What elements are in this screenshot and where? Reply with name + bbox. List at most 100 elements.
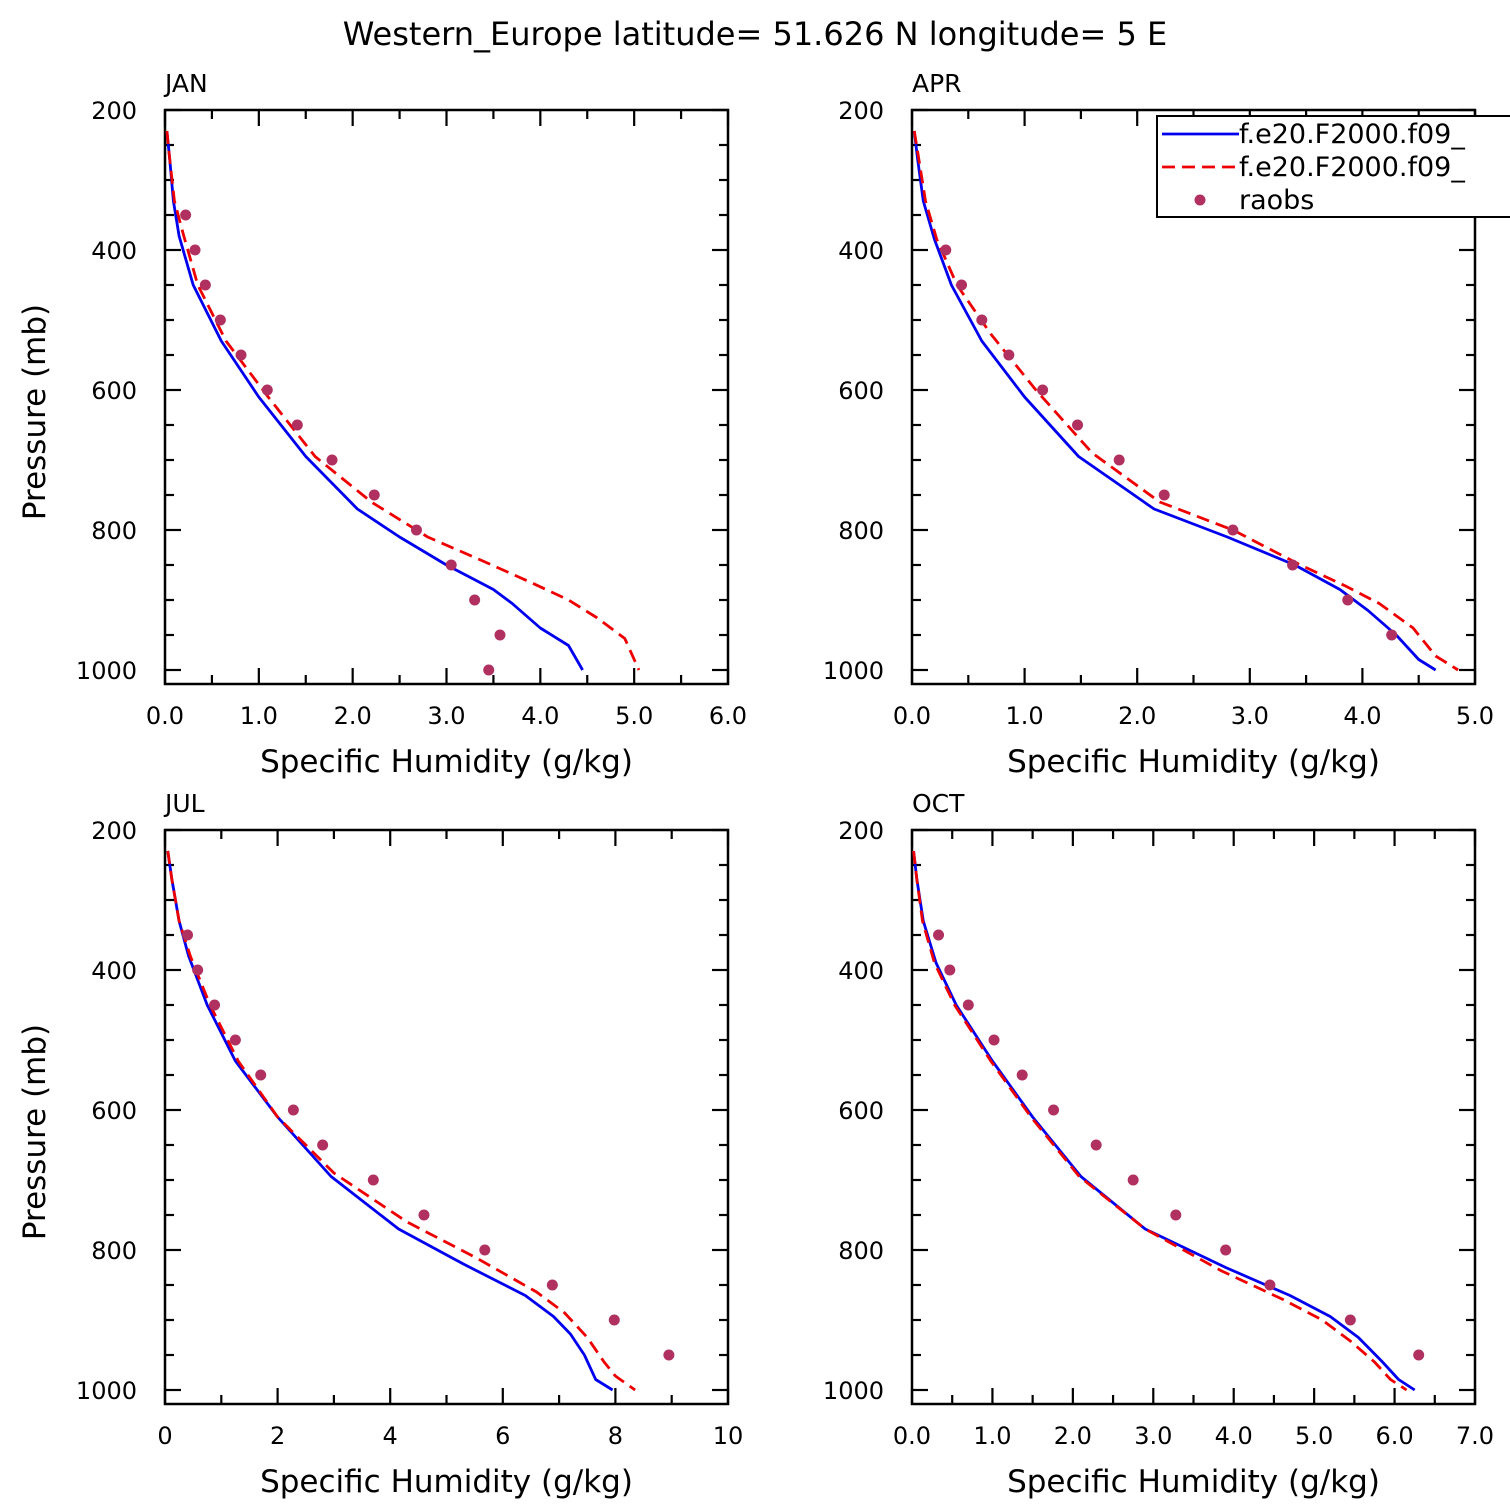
y-tick-label: 1000 [76,1377,137,1405]
panel-label: JUL [163,789,205,818]
x-axis-label: Specific Humidity (g/kg) [1007,1464,1380,1500]
y-tick-label: 600 [838,377,884,405]
x-tick-label: 4.0 [521,702,559,730]
chart-panel-jul: JUL 0 2 4 6 8 10 200 400 600 800 1000 Specific Humid… [17,789,743,1500]
x-tick-label: 4 [383,1422,398,1450]
raobs-point [1287,559,1299,571]
raobs-point [287,1104,299,1116]
plot-frame [163,828,730,1406]
raobs-point [192,964,204,976]
series-line-model-solid [912,850,1416,1392]
x-tick-label: 0.0 [146,702,184,730]
raobs-point [962,999,974,1011]
raobs-point [494,629,506,641]
y-tick-label: 200 [838,817,884,845]
raobs-point [445,559,457,571]
figure-title: Western_Europe latitude= 51.626 N longit… [343,15,1167,53]
series-raobs-markers [940,244,1398,641]
x-tick-label: 3.0 [427,702,465,730]
raobs-point [1386,629,1398,641]
series-line-model-dashed [912,130,1459,672]
x-tick-label: 3.0 [1231,702,1269,730]
raobs-point [1227,524,1239,536]
y-tick-label: 1000 [823,657,884,685]
raobs-point [410,524,422,536]
raobs-point [235,349,247,361]
raobs-point [214,314,226,326]
raobs-point [1170,1209,1182,1221]
raobs-point [1344,1314,1356,1326]
x-tick-label: 0.0 [893,702,931,730]
raobs-point [326,454,338,466]
panel-label: APR [912,69,962,98]
raobs-point [180,209,192,221]
x-axis-label: Specific Humidity (g/kg) [260,744,633,780]
raobs-point [956,279,968,291]
x-tick-label: 5.0 [615,702,653,730]
series-line-model-solid [166,850,614,1392]
raobs-point [367,1174,379,1186]
raobs-point [944,964,956,976]
raobs-point [209,999,221,1011]
raobs-point [182,929,194,941]
y-tick-label: 800 [91,1237,137,1265]
series-line-model-dashed [166,850,636,1392]
raobs-point [1220,1244,1232,1256]
y-tick-label: 400 [838,957,884,985]
raobs-point [1113,454,1125,466]
x-tick-label: 3.0 [1134,1422,1172,1450]
series-raobs-markers [180,209,506,676]
raobs-point [1090,1139,1102,1151]
raobs-point [1158,489,1170,501]
x-axis-label: Specific Humidity (g/kg) [1007,744,1380,780]
x-tick-label: 10 [713,1422,744,1450]
y-tick-label: 600 [91,1097,137,1125]
x-tick-label: 6.0 [709,702,747,730]
y-tick-label: 200 [838,97,884,125]
legend: f.e20.F2000.f09_f.e20.F2000.f09_raobs [1156,115,1510,218]
legend-entry-label: f.e20.F2000.f09_ [1239,152,1465,183]
y-tick-label: 600 [91,377,137,405]
y-tick-label: 1000 [76,657,137,685]
raobs-point [988,1034,1000,1046]
legend-entry-label: f.e20.F2000.f09_ [1239,119,1465,150]
panel-label: JAN [163,69,208,98]
x-axis-label: Specific Humidity (g/kg) [260,1464,633,1500]
raobs-point [1342,594,1354,606]
series-line-model-solid [912,130,1437,672]
series-raobs-markers [182,929,675,1361]
y-tick-label: 200 [91,817,137,845]
legend-marker-raobs [1194,194,1206,206]
x-tick-label: 2.0 [1118,702,1156,730]
raobs-point [483,664,495,676]
y-tick-label: 1000 [823,1377,884,1405]
raobs-point [1264,1279,1276,1291]
raobs-point [479,1244,491,1256]
series-line-model-solid [165,130,584,671]
legend-entry-label: raobs [1239,185,1314,216]
series-raobs-markers [933,929,1425,1361]
raobs-point [1048,1104,1060,1116]
y-axis-label: Pressure (mb) [17,304,53,520]
plot-frame [163,108,730,686]
chart-panel-oct: OCT 0.0 1.0 2.0 3.0 4.0 5.0 6.0 7.0 200 400 600 800 1… [823,789,1494,1500]
x-tick-label: 8 [608,1422,623,1450]
x-tick-label: 0 [157,1422,172,1450]
y-tick-label: 400 [91,957,137,985]
raobs-point [663,1349,675,1361]
x-tick-label: 2 [270,1422,285,1450]
y-axis-label: Pressure (mb) [17,1024,53,1240]
x-tick-label: 7.0 [1456,1422,1494,1450]
x-tick-label: 0.0 [893,1422,931,1450]
x-tick-label: 1.0 [973,1422,1011,1450]
raobs-point [1016,1069,1028,1081]
x-tick-label: 6 [495,1422,510,1450]
raobs-point [317,1139,329,1151]
raobs-point [1072,419,1084,431]
raobs-point [1037,384,1049,396]
raobs-point [255,1069,267,1081]
raobs-point [1003,349,1015,361]
raobs-point [261,384,273,396]
x-tick-label: 2.0 [334,702,372,730]
